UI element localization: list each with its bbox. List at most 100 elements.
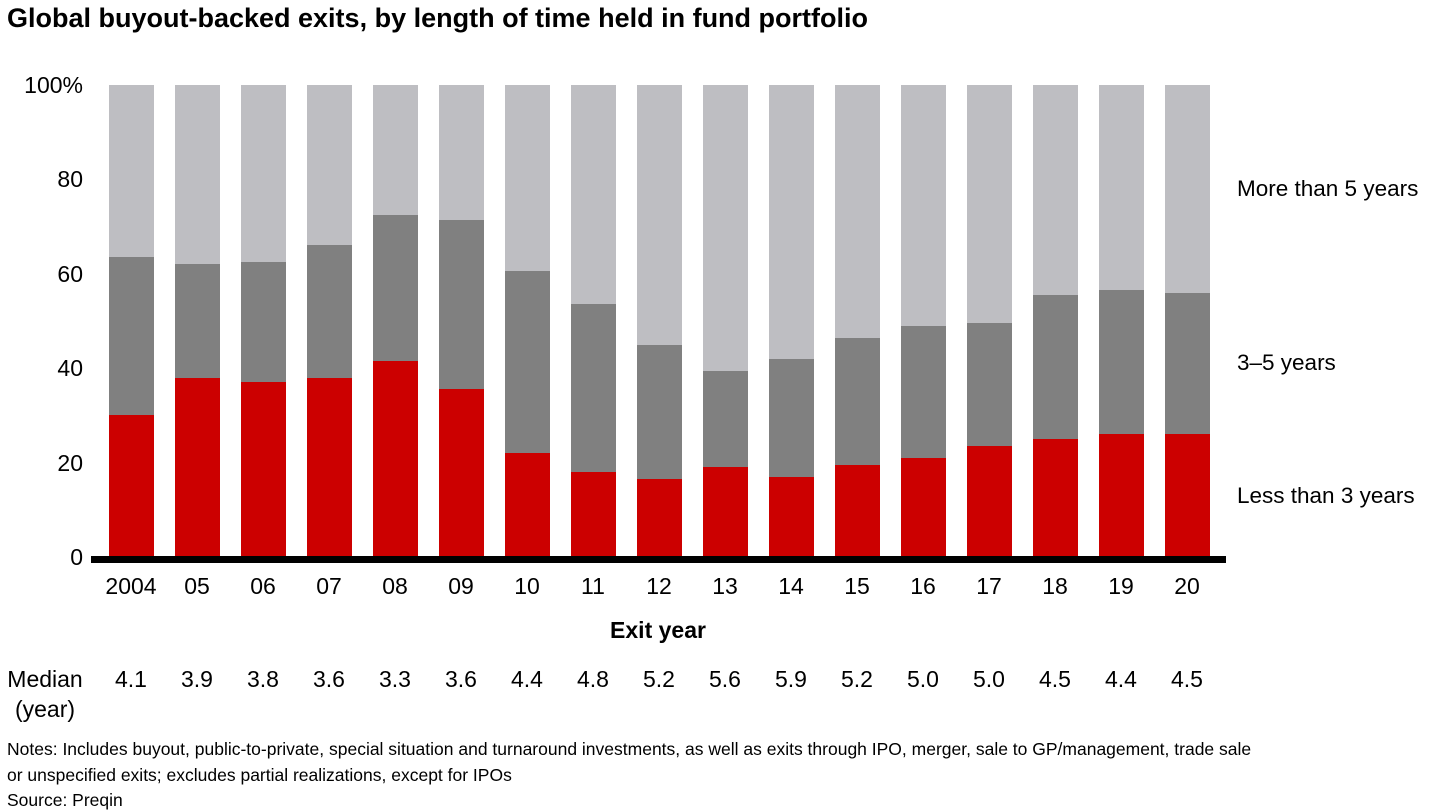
segment-3-5-years	[966, 323, 1012, 447]
x-tick-label-08: 08	[382, 573, 408, 599]
x-tick-label-06: 06	[250, 573, 276, 599]
x-tick-label-05: 05	[184, 573, 210, 599]
segment-3-5-years	[1098, 290, 1144, 435]
segment-less-than-3-years	[438, 389, 484, 557]
x-tick-label-09: 09	[448, 573, 474, 599]
bar-14	[768, 85, 814, 557]
median-value-16: 5.0	[907, 666, 939, 692]
segment-more-than-5-years	[570, 85, 616, 305]
segment-more-than-5-years	[834, 85, 880, 338]
segment-3-5-years	[174, 264, 220, 378]
x-tick-label-14: 14	[778, 573, 804, 599]
segment-less-than-3-years	[1032, 438, 1078, 557]
bar-09	[438, 85, 484, 557]
bar-10	[504, 85, 550, 557]
median-value-05: 3.9	[181, 666, 213, 692]
segment-more-than-5-years	[702, 85, 748, 371]
bar-16	[900, 85, 946, 557]
segment-more-than-5-years	[966, 85, 1012, 324]
bar-18	[1032, 85, 1078, 557]
x-tick-label-11: 11	[581, 573, 605, 599]
notes-line-2: or unspecified exits; excludes partial r…	[7, 764, 512, 785]
segment-less-than-3-years	[372, 361, 418, 557]
bar-19	[1098, 85, 1144, 557]
y-tick-label-40: 40	[57, 355, 83, 382]
segment-less-than-3-years	[768, 476, 814, 557]
segment-less-than-3-years	[174, 377, 220, 557]
median-value-20: 4.5	[1171, 666, 1203, 692]
median-value-12: 5.2	[643, 666, 675, 692]
x-tick-label-18: 18	[1042, 573, 1068, 599]
median-row-label-line1: Median	[7, 666, 83, 692]
segment-less-than-3-years	[636, 479, 682, 557]
median-value-2004: 4.1	[115, 666, 147, 692]
x-axis-line	[91, 556, 1226, 563]
segment-3-5-years	[702, 370, 748, 468]
median-value-19: 4.4	[1105, 666, 1137, 692]
median-value-08: 3.3	[379, 666, 411, 692]
segment-less-than-3-years	[504, 453, 550, 557]
bar-2004	[108, 85, 154, 557]
median-value-11: 4.8	[577, 666, 609, 692]
segment-3-5-years	[372, 214, 418, 362]
bar-05	[174, 85, 220, 557]
segment-more-than-5-years	[174, 85, 220, 265]
notes-line-1: Notes: Includes buyout, public-to-privat…	[7, 739, 1252, 759]
segment-more-than-5-years	[306, 85, 352, 246]
bar-06	[240, 85, 286, 557]
y-tick-label-0: 0	[70, 544, 83, 570]
segment-less-than-3-years	[966, 446, 1012, 557]
median-value-10: 4.4	[511, 666, 543, 692]
series-label-3-5-years: 3–5 years	[1237, 350, 1336, 376]
y-tick-label-80: 80	[57, 166, 83, 193]
segment-more-than-5-years	[240, 85, 286, 262]
bar-11	[570, 85, 616, 557]
x-axis-title: Exit year	[610, 617, 706, 643]
median-value-14: 5.9	[775, 666, 807, 692]
segment-more-than-5-years	[636, 85, 682, 345]
segment-less-than-3-years	[240, 382, 286, 557]
segment-less-than-3-years	[1164, 434, 1210, 557]
bar-20	[1164, 85, 1210, 557]
segment-less-than-3-years	[900, 457, 946, 557]
y-tick-label-60: 60	[57, 260, 83, 287]
bar-08	[372, 85, 418, 557]
x-tick-label-19: 19	[1108, 573, 1134, 599]
median-row-label-line2: (year)	[14, 696, 76, 722]
segment-more-than-5-years	[768, 85, 814, 359]
segment-3-5-years	[768, 358, 814, 477]
median-value-18: 4.5	[1039, 666, 1071, 692]
x-tick-label-17: 17	[976, 573, 1002, 599]
segment-less-than-3-years	[834, 464, 880, 557]
x-tick-label-16: 16	[910, 573, 936, 599]
segment-more-than-5-years	[1032, 85, 1078, 296]
x-tick-label-15: 15	[844, 573, 870, 599]
x-tick-label-07: 07	[316, 573, 342, 599]
median-value-13: 5.6	[709, 666, 741, 692]
x-tick-label-2004: 2004	[105, 573, 157, 599]
bar-07	[306, 85, 352, 557]
median-row-label: Median (year)	[0, 664, 90, 724]
segment-3-5-years	[108, 257, 154, 416]
segment-3-5-years	[438, 219, 484, 390]
segment-3-5-years	[636, 344, 682, 480]
segment-3-5-years	[1164, 292, 1210, 435]
footnotes: Notes: Includes buyout, public-to-privat…	[7, 737, 1251, 810]
x-tick-label-13: 13	[712, 573, 738, 599]
median-value-07: 3.6	[313, 666, 345, 692]
segment-3-5-years	[900, 325, 946, 458]
series-label-more-than-5-years: More than 5 years	[1237, 175, 1419, 201]
bar-15	[834, 85, 880, 557]
segment-3-5-years	[1032, 295, 1078, 439]
segment-more-than-5-years	[108, 85, 154, 258]
bar-12	[636, 85, 682, 557]
source-line: Source: Preqin	[7, 790, 123, 810]
y-tick-label-100: 100%	[24, 72, 83, 98]
chart-title: Global buyout-backed exits, by length of…	[7, 3, 869, 33]
bar-13	[702, 85, 748, 557]
segment-3-5-years	[504, 271, 550, 454]
median-value-09: 3.6	[445, 666, 477, 692]
x-tick-label-12: 12	[646, 573, 672, 599]
plot-area	[95, 85, 1226, 557]
